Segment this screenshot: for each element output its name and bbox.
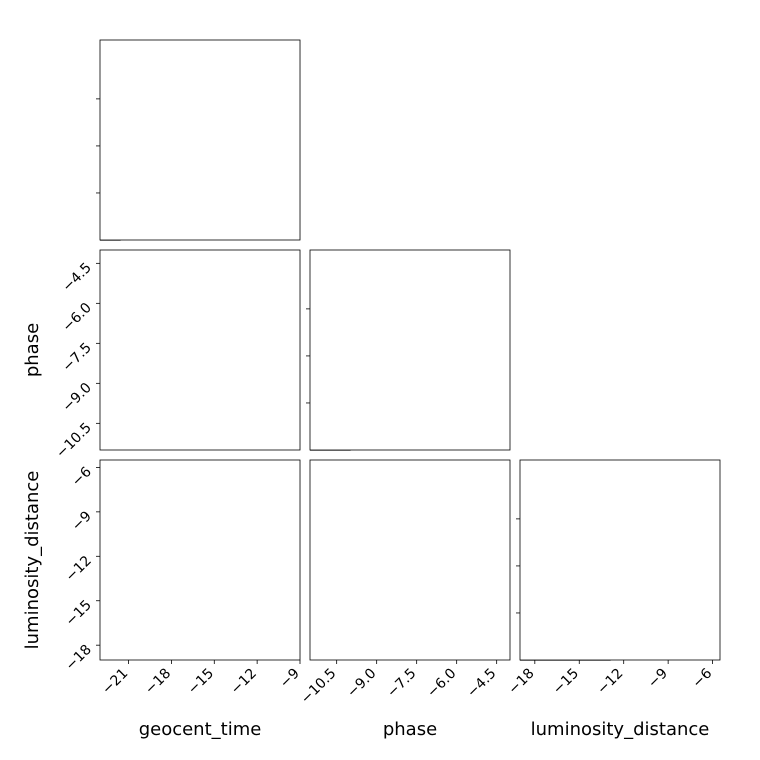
scatter-point (301, 253, 303, 255)
scatter-point (241, 457, 243, 459)
scatter-point (320, 232, 322, 234)
scatter-point (301, 515, 303, 517)
scatter-point (304, 499, 306, 501)
scatter-point (315, 226, 317, 228)
scatter-point (304, 509, 306, 511)
scatter-point (309, 240, 311, 242)
scatter-point (301, 483, 303, 485)
scatter-point (302, 513, 304, 515)
scatter-point (515, 500, 517, 502)
scatter-point (265, 458, 267, 460)
scatter-point (305, 491, 307, 493)
scatter-point (304, 252, 306, 254)
scatter-point (311, 231, 313, 233)
scatter-point (262, 454, 264, 456)
scatter-point (305, 508, 307, 510)
scatter-point (238, 455, 240, 457)
scatter-point (299, 247, 301, 249)
scatter-point (291, 244, 293, 246)
scatter-point (303, 263, 305, 265)
scatter-point (302, 251, 304, 253)
scatter-point (304, 486, 306, 488)
scatter-point (312, 246, 314, 248)
panel-luminosity-distance-vs-geocent-time-border (99, 459, 301, 661)
scatter-point (305, 548, 307, 550)
scatter-point (301, 241, 303, 243)
scatter-point (289, 247, 291, 249)
scatter-point (307, 493, 309, 495)
scatter-point (230, 457, 232, 459)
scatter-point (241, 450, 243, 452)
scatter-point (222, 453, 224, 455)
scatter-point (303, 495, 305, 497)
scatter-point (268, 458, 270, 460)
scatter-point (306, 499, 308, 501)
scatter-point (254, 457, 256, 459)
hist-phase-background (310, 250, 510, 450)
scatter-point (278, 245, 280, 247)
panel-phase-vs-geocent-time-background (100, 250, 300, 450)
scatter-point (315, 244, 317, 246)
scatter-point (303, 504, 305, 506)
scatter-point (302, 489, 304, 491)
scatter-point (302, 250, 304, 252)
scatter-point (229, 457, 231, 459)
scatter-point (511, 507, 513, 509)
scatter-point (306, 492, 308, 494)
scatter-point (279, 450, 281, 452)
hist-luminosity-distance-border (519, 459, 721, 661)
scatter-point (305, 247, 307, 249)
hist-phase-border (309, 249, 511, 451)
scatter-point (254, 451, 256, 453)
scatter-point (487, 454, 489, 456)
hist-geocent-time-border (99, 39, 301, 241)
hist-luminosity-distance-background (520, 460, 720, 660)
hist-geocent-time-background (100, 40, 300, 240)
scatter-point (496, 457, 498, 459)
scatter-point (313, 246, 315, 248)
scatter-point (289, 242, 291, 244)
panel-luminosity-distance-vs-geocent-time-background (100, 460, 300, 660)
scatter-point (292, 451, 294, 453)
panel-phase-vs-geocent-time-border (99, 249, 301, 451)
scatter-point (308, 515, 310, 517)
